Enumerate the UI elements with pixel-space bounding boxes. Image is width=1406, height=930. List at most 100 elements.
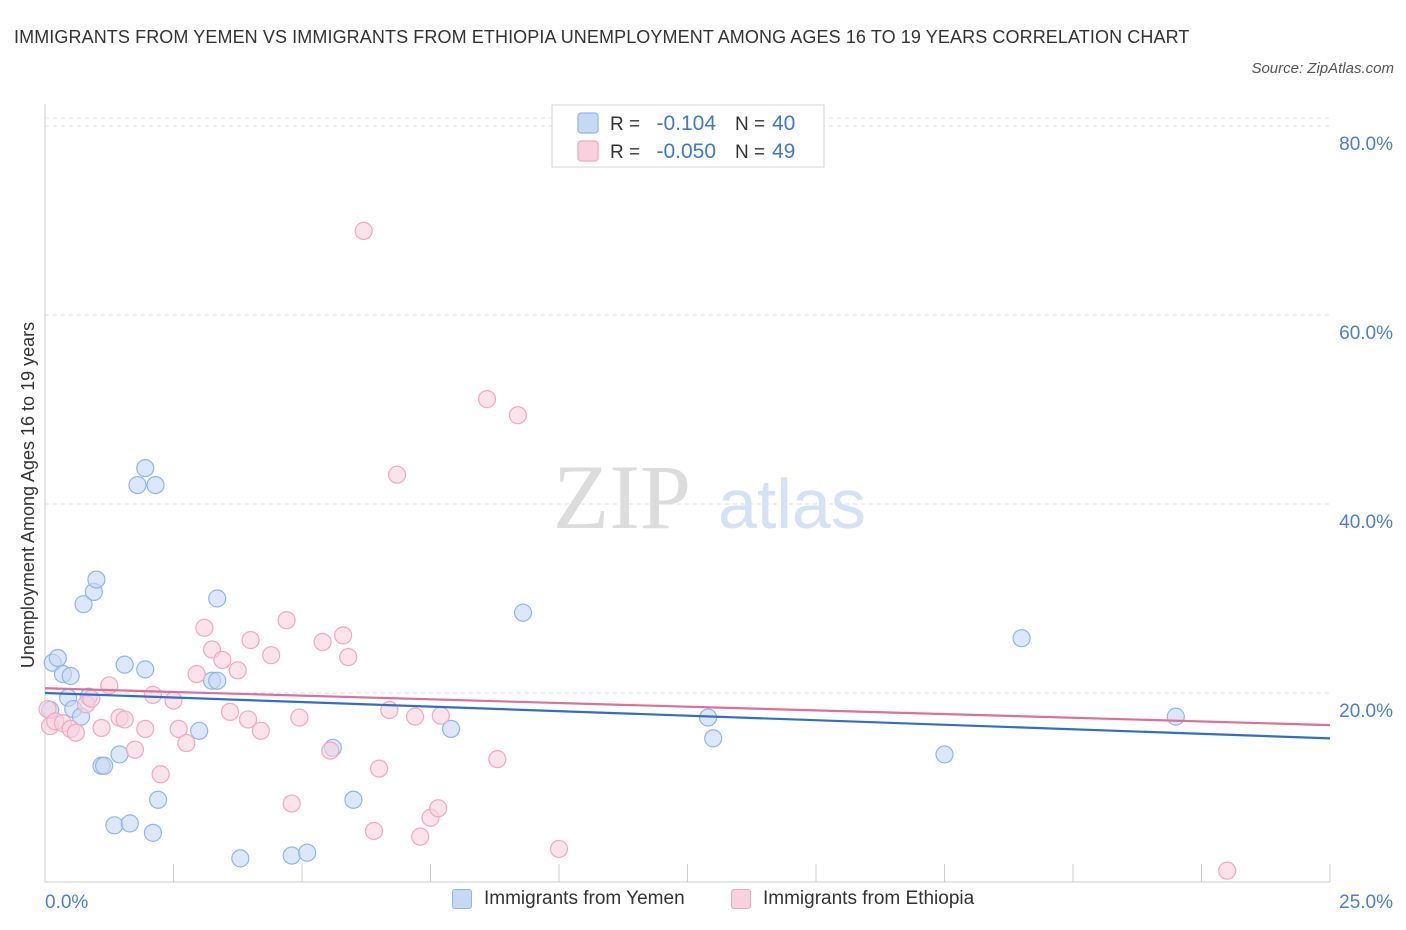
point-s1-9	[100, 676, 119, 695]
point-s1-18	[177, 733, 196, 753]
point-s0-37	[935, 745, 954, 764]
point-s1-24	[228, 661, 247, 680]
point-s0-34	[513, 603, 533, 622]
point-s0-39	[1166, 707, 1185, 726]
watermark: ZIP atlas	[553, 446, 866, 548]
legend-item-yemen[interactable]: Immigrants from Yemen	[452, 888, 685, 910]
gridlines	[45, 117, 1330, 694]
point-s1-26	[241, 630, 260, 650]
point-s1-7	[82, 689, 101, 708]
point-s1-16	[164, 691, 183, 710]
point-s0-13	[95, 756, 114, 775]
point-s1-5	[66, 723, 85, 742]
y-tick-label-2: 60.0%	[1339, 323, 1393, 344]
x-tick-label-max: 25.0%	[1339, 892, 1393, 913]
point-s1-31	[290, 708, 309, 727]
x-tick-label-min: 0.0%	[45, 892, 88, 913]
point-s1-48	[508, 406, 527, 425]
point-s1-47	[488, 750, 507, 769]
chart-title: IMMIGRANTS FROM YEMEN VS IMMIGRANTS FROM…	[14, 27, 1190, 47]
axes	[44, 104, 1331, 883]
point-s1-29	[277, 611, 296, 630]
point-s0-19	[136, 458, 155, 478]
legend-label-yemen: Immigrants from Yemen	[484, 888, 685, 909]
series-0-points	[41, 458, 1185, 868]
point-s0-33	[441, 719, 461, 739]
legend-r-label-1: R =	[610, 142, 640, 163]
point-s1-45	[431, 706, 450, 725]
legend-swatch-1	[577, 140, 599, 162]
tick-labels: 20.0% 40.0% 60.0% 80.0% 0.0% 25.0%	[45, 134, 1393, 913]
point-s1-19	[187, 664, 206, 684]
point-s0-5	[61, 666, 80, 686]
point-s0-24	[190, 721, 209, 740]
point-s0-23	[148, 790, 168, 809]
point-s1-14	[143, 685, 163, 704]
point-s1-35	[339, 647, 358, 667]
point-s0-28	[231, 849, 250, 868]
point-s1-23	[220, 702, 240, 722]
watermark-atlas: atlas	[718, 465, 866, 543]
watermark-zip: ZIP	[553, 446, 691, 548]
point-s1-32	[313, 632, 332, 652]
point-s0-27	[208, 589, 227, 608]
point-s0-32	[344, 790, 363, 809]
legend-n-value-0: 40	[772, 112, 795, 135]
series-1-points	[38, 221, 1237, 880]
point-s1-8	[92, 718, 111, 738]
y-axis-label: Unemployment Among Ages 16 to 19 years	[18, 322, 38, 668]
point-s0-29	[282, 846, 301, 865]
stats-legend: R = -0.104 N = 40 R = -0.050 N = 49	[551, 104, 825, 168]
point-s0-30	[298, 843, 317, 862]
legend-swatch-yemen	[452, 889, 472, 909]
point-s0-17	[120, 814, 139, 833]
legend-n-value-1: 49	[772, 140, 795, 163]
point-s1-20	[195, 618, 214, 637]
point-s1-28	[262, 646, 281, 665]
legend-r-value-0: -0.104	[656, 112, 716, 135]
chart-source: Source: ZipAtlas.com	[1251, 60, 1394, 77]
point-s0-16	[115, 655, 134, 674]
legend-n-label-1: N =	[735, 142, 765, 163]
point-s0-36	[704, 729, 723, 748]
legend-item-ethiopia[interactable]: Immigrants from Ethiopia	[731, 888, 974, 910]
legend-label-ethiopia: Immigrants from Ethiopia	[763, 888, 975, 909]
point-s1-37	[364, 821, 384, 841]
point-s1-42	[411, 827, 430, 846]
trend-line-1	[44, 687, 1331, 727]
point-s0-8	[74, 595, 93, 614]
legend-r-value-1: -0.050	[656, 140, 716, 163]
point-s0-11	[87, 570, 106, 589]
point-s0-2	[48, 648, 67, 668]
point-s0-18	[128, 476, 147, 495]
point-s1-12	[125, 740, 145, 759]
point-s1-11	[115, 710, 134, 729]
point-s1-33	[321, 741, 340, 760]
point-s1-15	[151, 765, 170, 784]
trend-line-0	[44, 691, 1331, 740]
point-s1-49	[549, 839, 569, 859]
point-s0-26	[208, 671, 227, 690]
trend-lines	[44, 687, 1331, 740]
point-s1-22	[213, 650, 232, 670]
point-s1-38	[370, 759, 389, 778]
point-s1-30	[282, 794, 301, 813]
y-tick-label-0: 20.0%	[1339, 701, 1393, 722]
point-s1-17	[169, 719, 188, 739]
legend-swatch-ethiopia	[731, 889, 751, 909]
point-s1-40	[387, 465, 407, 484]
point-s1-25	[238, 710, 258, 729]
point-s1-44	[429, 799, 448, 818]
point-s1-36	[354, 221, 373, 240]
point-s1-46	[477, 390, 497, 409]
point-s1-34	[334, 626, 353, 645]
point-s1-27	[251, 721, 270, 740]
point-s1-50	[1218, 861, 1237, 880]
point-s0-22	[146, 476, 165, 495]
point-s0-21	[143, 823, 163, 842]
point-s0-20	[136, 660, 155, 679]
legend-swatch-0	[577, 112, 599, 134]
data-points	[38, 221, 1237, 880]
legend-r-label-0: R =	[610, 114, 640, 135]
